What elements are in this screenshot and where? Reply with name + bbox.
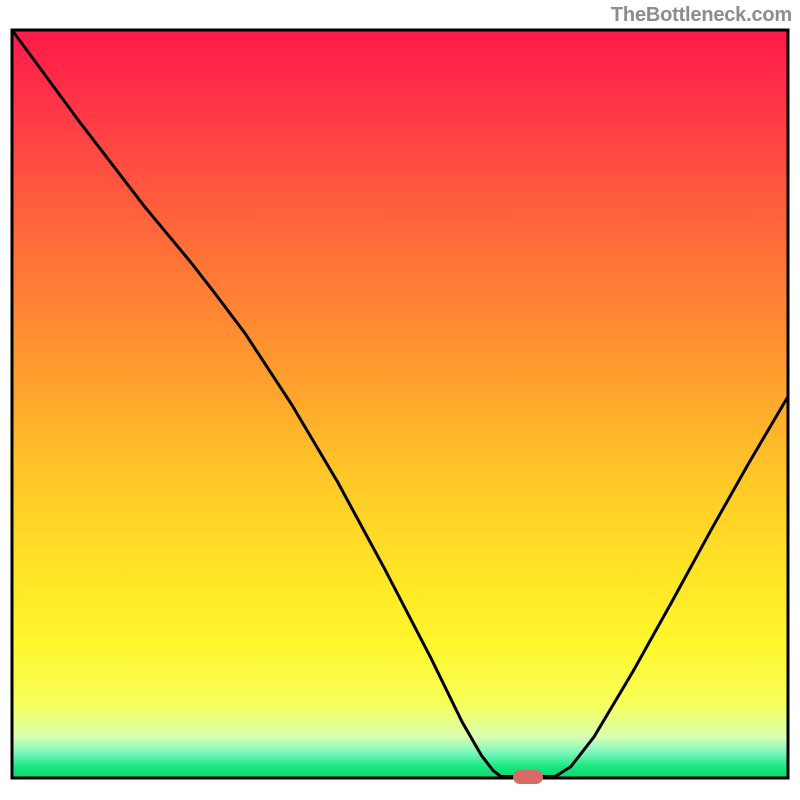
bottleneck-curve-plot (0, 0, 800, 800)
optimal-point-marker (513, 770, 543, 784)
plot-background (12, 30, 788, 778)
chart-container: TheBottleneck.com (0, 0, 800, 800)
watermark-label: TheBottleneck.com (611, 4, 792, 27)
